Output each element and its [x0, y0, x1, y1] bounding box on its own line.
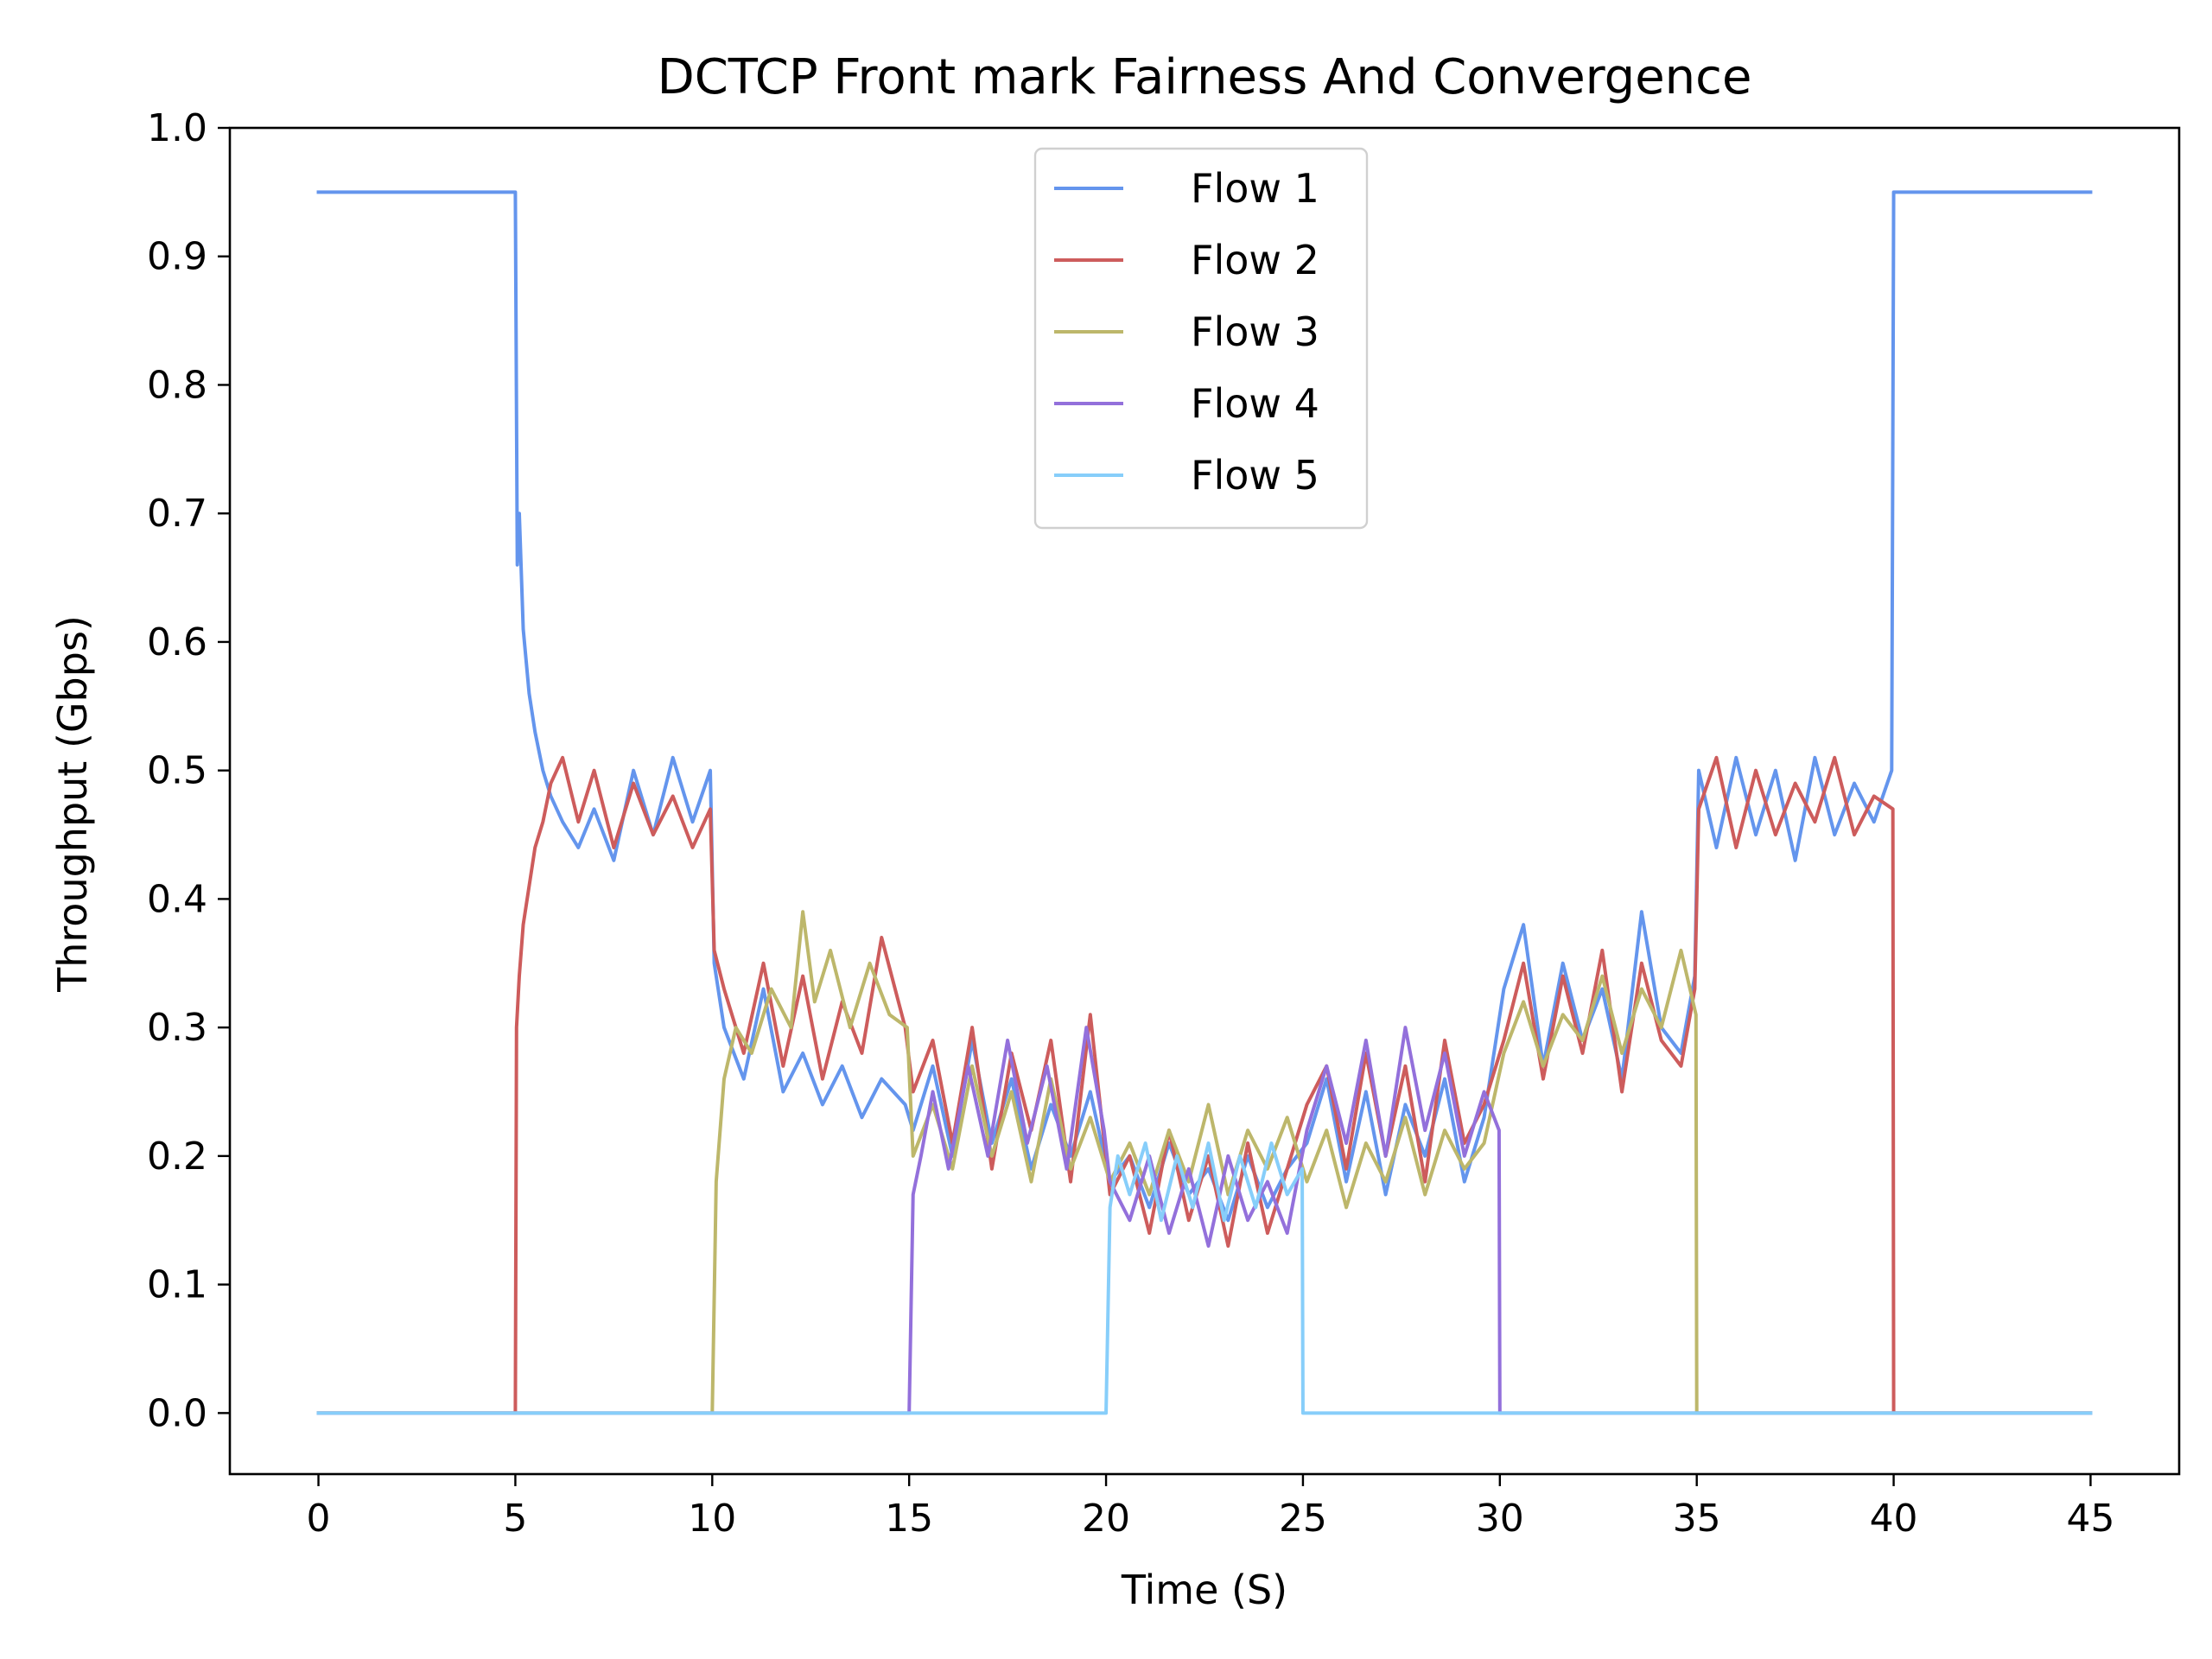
y-tick-label: 0.7 [147, 492, 207, 536]
x-tick-label: 35 [1673, 1497, 1721, 1541]
axes-frame [228, 126, 2181, 1476]
series-line-flow-2 [316, 755, 2093, 1415]
x-tick-label: 20 [1082, 1497, 1130, 1541]
legend-label-flow-1: Flow 1 [1191, 165, 1319, 212]
y-tick-label: 0.8 [147, 363, 207, 407]
y-tick-label: 0.3 [147, 1006, 207, 1050]
x-tick-label: 5 [503, 1497, 527, 1541]
x-tick-label: 45 [2066, 1497, 2114, 1541]
series-line-flow-3 [316, 910, 2093, 1415]
x-tick-label: 25 [1279, 1497, 1327, 1541]
chart-title: DCTCP Front mark Fairness And Convergenc… [658, 49, 1752, 105]
series-line-flow-4 [316, 1026, 2093, 1415]
y-tick-label: 0.5 [147, 749, 207, 793]
x-tick-label: 0 [307, 1497, 331, 1541]
legend: Flow 1 Flow 2 Flow 3 Flow 4 Flow 5 [1033, 147, 1369, 530]
x-tick-label: 15 [885, 1497, 933, 1541]
legend-label-flow-3: Flow 3 [1191, 308, 1319, 355]
x-tick-label: 10 [688, 1497, 736, 1541]
x-tick-label: 30 [1476, 1497, 1524, 1541]
y-tick-label: 0.9 [147, 235, 207, 279]
series-line-flow-5 [316, 1141, 2093, 1415]
legend-label-flow-2: Flow 2 [1191, 237, 1319, 283]
y-tick-label: 0.1 [147, 1263, 207, 1307]
x-tick-label: 40 [1870, 1497, 1918, 1541]
y-axis-label: Throughput (Gbps) [49, 615, 96, 993]
y-axis: 0.0 0.1 0.2 0.3 0.4 0.5 0.6 0.7 0.8 0.9 1.0 [147, 106, 230, 1435]
x-axis: 0 5 10 15 20 25 30 35 40 45 [307, 1474, 2114, 1541]
legend-label-flow-5: Flow 5 [1191, 452, 1319, 499]
y-tick-label: 0.2 [147, 1135, 207, 1179]
y-tick-label: 1.0 [147, 106, 207, 150]
x-axis-label: Time (S) [1121, 1567, 1287, 1613]
legend-label-flow-4: Flow 4 [1191, 380, 1319, 427]
y-tick-label: 0.4 [147, 877, 207, 921]
y-tick-label: 0.0 [147, 1391, 207, 1435]
legend-box [1033, 147, 1369, 530]
y-tick-label: 0.6 [147, 620, 207, 664]
